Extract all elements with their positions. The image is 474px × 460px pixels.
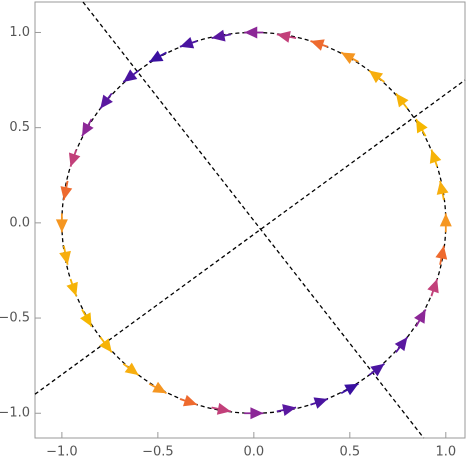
arrow (68, 149, 81, 167)
arrow-head (124, 362, 139, 376)
arrow (439, 213, 452, 233)
arrow-head (282, 404, 297, 416)
guide-circle (61, 31, 447, 414)
arrow (394, 336, 409, 353)
x-tick-label: −1.0 (46, 445, 78, 460)
arrow-head (216, 402, 231, 415)
arrow (55, 213, 68, 233)
arrow (310, 39, 329, 51)
arrow (148, 381, 167, 395)
arrow-head (179, 36, 195, 49)
arrow (122, 69, 140, 83)
arrow-head (123, 69, 138, 82)
arrow-head (68, 152, 81, 167)
arrow (179, 36, 198, 49)
y-tick-label: 0.0 (9, 215, 30, 230)
guide-line (82, 1, 425, 439)
arrow-head (80, 312, 92, 327)
x-tick-label: 0.0 (243, 445, 264, 460)
arrow-head (341, 52, 356, 64)
guide-line (34, 79, 466, 395)
arrow (427, 278, 439, 297)
arrow-head (250, 407, 264, 420)
y-tick-label: −1.0 (0, 406, 30, 421)
arrow (368, 363, 385, 377)
y-tick-label: 0.5 (9, 120, 30, 135)
arrow-head (429, 149, 442, 164)
arrow (122, 362, 140, 376)
arrow-head (394, 337, 408, 352)
arrow (99, 92, 113, 110)
arrow (429, 149, 442, 167)
arrow (244, 407, 264, 420)
arrow-head (244, 26, 258, 39)
arrow (340, 51, 359, 64)
arrow-head (211, 29, 226, 42)
arrow (310, 397, 329, 409)
arrow (414, 309, 427, 328)
arrow-head (55, 219, 68, 233)
arrow (179, 394, 198, 407)
arrow-head (152, 381, 167, 394)
plot-frame (34, 1, 466, 439)
arrow (148, 50, 167, 63)
arrow-head (99, 338, 112, 353)
arrow (60, 180, 73, 201)
arrow-head (439, 213, 452, 227)
arrow-head (149, 50, 164, 62)
arrow (81, 118, 94, 137)
arrow (368, 69, 385, 84)
x-tick-label: 1.0 (435, 445, 456, 460)
arrow-head (313, 397, 328, 409)
arrow-head (59, 250, 71, 265)
arrow (340, 382, 359, 396)
arrow-head (369, 70, 384, 84)
arrow (244, 26, 264, 39)
arrow-head (60, 186, 73, 201)
arrow-head (427, 279, 439, 294)
arrow (66, 278, 78, 297)
arrow (395, 92, 409, 110)
arrow-head (370, 363, 385, 377)
arrow-head (416, 119, 428, 134)
arrow-head (276, 31, 291, 43)
arrow (276, 31, 297, 43)
arrow-head (310, 39, 325, 51)
x-tick-label: −0.5 (142, 445, 174, 460)
arrow-head (182, 394, 198, 407)
y-tick-label: 1.0 (9, 25, 30, 40)
x-tick-label: 0.5 (339, 445, 360, 460)
arrow (211, 29, 231, 42)
arrow (436, 180, 449, 201)
arrow (80, 309, 93, 328)
arrow-head (100, 94, 113, 109)
arrow (99, 336, 113, 353)
arrow-head (435, 245, 448, 260)
arrow (59, 245, 71, 265)
arrow-head (344, 383, 359, 396)
arrow-head (82, 121, 94, 137)
arrow-head (414, 309, 426, 324)
y-tick-label: −0.5 (0, 311, 30, 326)
arrow-head (66, 281, 78, 297)
arrow-head (395, 93, 409, 108)
arrow (276, 404, 297, 416)
arrow-head (436, 180, 449, 195)
arrow (415, 118, 428, 137)
arrow (435, 245, 448, 265)
arrow (211, 402, 231, 415)
